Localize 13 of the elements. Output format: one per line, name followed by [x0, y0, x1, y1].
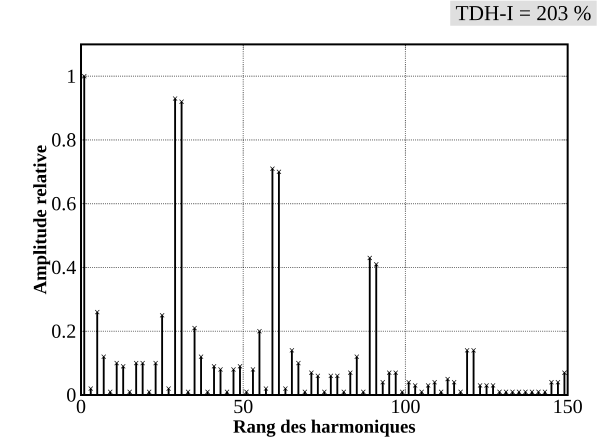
y-tick-label: 0	[67, 388, 76, 402]
x-axis-title: Rang des harmoniques	[233, 420, 416, 437]
y-tick-label: 1	[68, 70, 76, 83]
y-tick-label: 0.6	[52, 196, 76, 211]
y-tick-label: 0.2	[52, 324, 76, 338]
y-tick-label: 0.8	[52, 133, 76, 147]
x-tick-label: 50	[234, 400, 252, 414]
x-tick-label: 0	[76, 400, 86, 414]
text: TDH-I = 203 %	[456, 6, 591, 20]
y-tick-label: 0.4	[52, 260, 76, 274]
y-axis-title: Amplitude relative	[33, 145, 50, 294]
x-tick-label: 100	[392, 400, 420, 414]
x-tick-label: 150	[554, 400, 582, 414]
